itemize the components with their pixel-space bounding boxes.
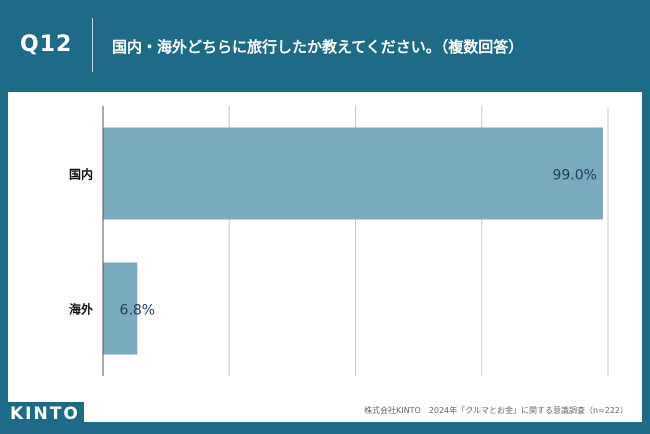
bar-1 [103, 127, 603, 220]
label-layer: 国内 99.0% 海外 6.8% [69, 167, 597, 319]
bar-chart: 国内 99.0% 海外 6.8% [69, 106, 609, 376]
category-label: 国内 [69, 167, 93, 182]
bar-layer [103, 127, 603, 355]
question-text: 国内・海外どちらに旅行したか教えてください。（複数回答） [112, 38, 524, 56]
category-label: 海外 [69, 302, 93, 317]
bar-2 [103, 262, 138, 355]
question-number: Q12 [20, 32, 73, 57]
header: Q12 国内・海外どちらに旅行したか教えてください。（複数回答） [0, 0, 650, 92]
chart-panel: 国内 99.0% 海外 6.8% 株式会社KINTO 2024年「クルマとお金」に関す… [8, 92, 642, 422]
data-label: 99.0% [552, 168, 596, 184]
source-note: 株式会社KINTO 2024年「クルマとお金」に関する意識調査（n=222） [364, 406, 628, 415]
kinto-logo: KINTO [8, 402, 84, 428]
data-label: 6.8% [120, 303, 156, 319]
header-divider [92, 18, 93, 72]
